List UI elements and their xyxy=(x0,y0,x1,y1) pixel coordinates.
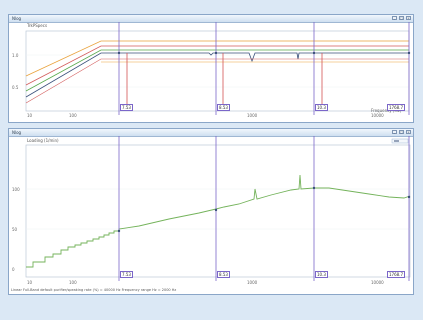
bottom-window-title: Nlog xyxy=(12,130,22,135)
top-window-controls: _ ▢ × xyxy=(392,16,411,20)
top-spectrum-window[interactable]: Nlog _ ▢ × TrkPSpecs 1. xyxy=(8,14,414,123)
bottom-marker-label-3[interactable]: 10.3 xyxy=(315,271,328,278)
bottom-y-tick-3: 0 xyxy=(12,267,15,272)
top-marker-label-4[interactable]: 1768.7 xyxy=(387,104,405,111)
trace-low-a xyxy=(25,49,409,92)
bottom-window-titlebar[interactable]: Nlog _ ▢ × xyxy=(9,129,413,137)
top-window-titlebar[interactable]: Nlog _ ▢ × xyxy=(9,15,413,23)
trace-upper xyxy=(25,40,409,77)
trace-low-b xyxy=(25,52,409,98)
bottom-x-tick-2: 100 xyxy=(69,280,77,285)
minimize-icon[interactable]: _ xyxy=(392,16,397,20)
bottom-window-controls: _ ▢ × xyxy=(392,130,411,134)
bottom-y-tick-2: 50 xyxy=(12,227,18,232)
top-plot-area[interactable] xyxy=(9,15,415,124)
bottom-loading-window[interactable]: Nlog _ ▢ × Loading (1/min) 100 50 0 10 1… xyxy=(8,128,414,295)
bottom-y-tick-1: 100 xyxy=(12,187,20,192)
bottom-marker-label-2[interactable]: 8.53 xyxy=(217,271,230,278)
bottom-x-tick-1: 10 xyxy=(27,280,33,285)
close-icon[interactable]: × xyxy=(406,130,411,134)
trace-limit-lower xyxy=(25,58,409,104)
top-marker-label-3[interactable]: 10.3 xyxy=(315,104,328,111)
bottom-plot-area[interactable] xyxy=(9,129,415,296)
top-window-title: Nlog xyxy=(12,16,22,21)
bottom-x-tick-3: 1000 xyxy=(247,280,258,285)
top-y-tick-2: 0.5 xyxy=(12,85,19,90)
top-x-tick-1: 10 xyxy=(27,113,33,118)
maximize-icon[interactable]: ▢ xyxy=(399,130,404,134)
bottom-status-text: Linear Full-Band default purifier/speaki… xyxy=(11,288,177,292)
top-x-tick-2: 100 xyxy=(69,113,77,118)
top-axis-unit: Frequency [Hz] xyxy=(371,108,401,113)
green-trace xyxy=(26,174,411,268)
top-x-tick-4: 10000 xyxy=(371,113,384,118)
top-marker-label-1[interactable]: 7.53 xyxy=(120,104,133,111)
bottom-marker-label-1[interactable]: 7.53 xyxy=(120,271,133,278)
trace-mid xyxy=(25,45,409,86)
top-y-tick-1: 1.0 xyxy=(12,53,19,58)
bottom-plot-title: Loading (1/min) xyxy=(27,138,59,143)
bottom-x-tick-4: 10000 xyxy=(371,280,384,285)
top-plot-title: TrkPSpecs xyxy=(27,23,48,28)
bottom-marker-label-4[interactable]: 1768.7 xyxy=(387,271,405,278)
minimize-icon[interactable]: _ xyxy=(392,130,397,134)
maximize-icon[interactable]: ▢ xyxy=(399,16,404,20)
close-icon[interactable]: × xyxy=(406,16,411,20)
top-x-tick-3: 1000 xyxy=(247,113,258,118)
top-marker-label-2[interactable]: 8.53 xyxy=(217,104,230,111)
